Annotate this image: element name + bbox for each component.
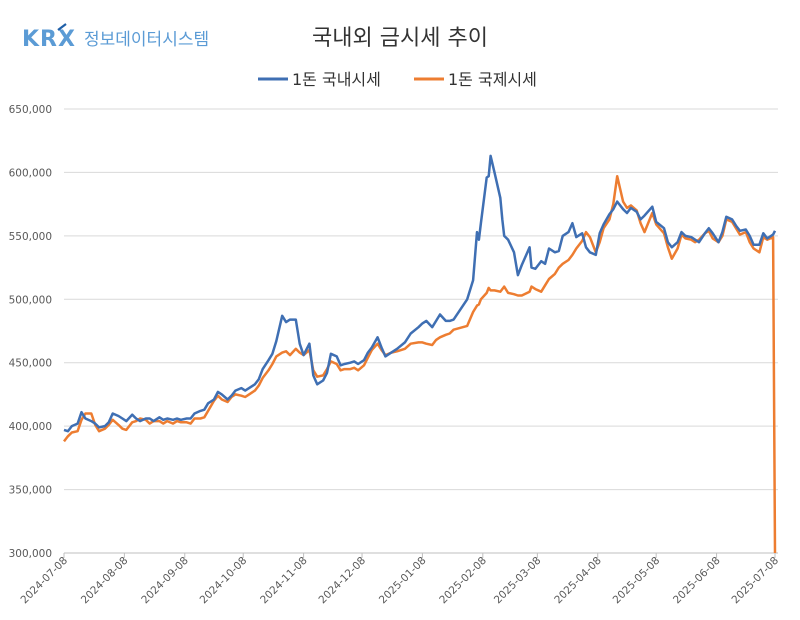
legend-label-domestic: 1돈 국내시세 (292, 70, 381, 89)
x-tick-label: 2024-11-08 (258, 555, 310, 607)
x-tick-label: 2025-01-08 (377, 555, 429, 607)
x-tick-label: 2025-07-08 (729, 555, 781, 607)
x-tick-label: 2024-12-08 (317, 555, 369, 607)
x-tick-label: 2025-02-08 (437, 555, 489, 607)
series-line-domestic (63, 154, 777, 433)
y-tick-label: 650,000 (9, 104, 52, 116)
y-tick-label: 350,000 (9, 485, 52, 497)
x-tick-label: 2024-07-08 (18, 555, 70, 607)
y-tick-label: 400,000 (9, 421, 52, 433)
y-axis-ticks: 300,000 350,000 400,000 450,000 500,000 550,0… (9, 104, 52, 560)
krx-logo-mark: KRX (22, 27, 76, 52)
x-tick-label: 2025-03-08 (492, 555, 544, 607)
chart-title: 국내외 금시세 추이 (312, 26, 488, 51)
y-tick-label: 550,000 (9, 231, 52, 243)
series-line-international (63, 174, 777, 554)
x-tick-label: 2025-05-08 (611, 555, 663, 607)
x-tick-label: 2024-08-08 (79, 555, 131, 607)
y-tick-label: 600,000 (9, 167, 52, 179)
x-tick-label: 2024-09-08 (139, 555, 191, 607)
x-tick-label: 2024-10-08 (198, 555, 250, 607)
gridlines (64, 108, 778, 491)
y-tick-label: 450,000 (9, 358, 52, 370)
krx-logo-accent (57, 23, 67, 31)
x-axis-ticks: 2024-07-08 2024-08-08 2024-09-08 2024-10-08… (18, 553, 781, 606)
krx-logo-subtitle: 정보데이터시스템 (84, 30, 209, 50)
y-tick-label: 300,000 (9, 548, 52, 560)
legend-label-international: 1돈 국제시세 (448, 70, 537, 89)
y-tick-label: 500,000 (9, 294, 52, 306)
series-lines (63, 154, 777, 554)
legend: 1돈 국내시세 1돈 국제시세 (258, 70, 537, 89)
krx-logo: KRX 정보데이터시스템 (22, 23, 209, 52)
x-tick-label: 2025-04-08 (552, 555, 604, 607)
x-tick-label: 2025-06-08 (671, 555, 723, 607)
